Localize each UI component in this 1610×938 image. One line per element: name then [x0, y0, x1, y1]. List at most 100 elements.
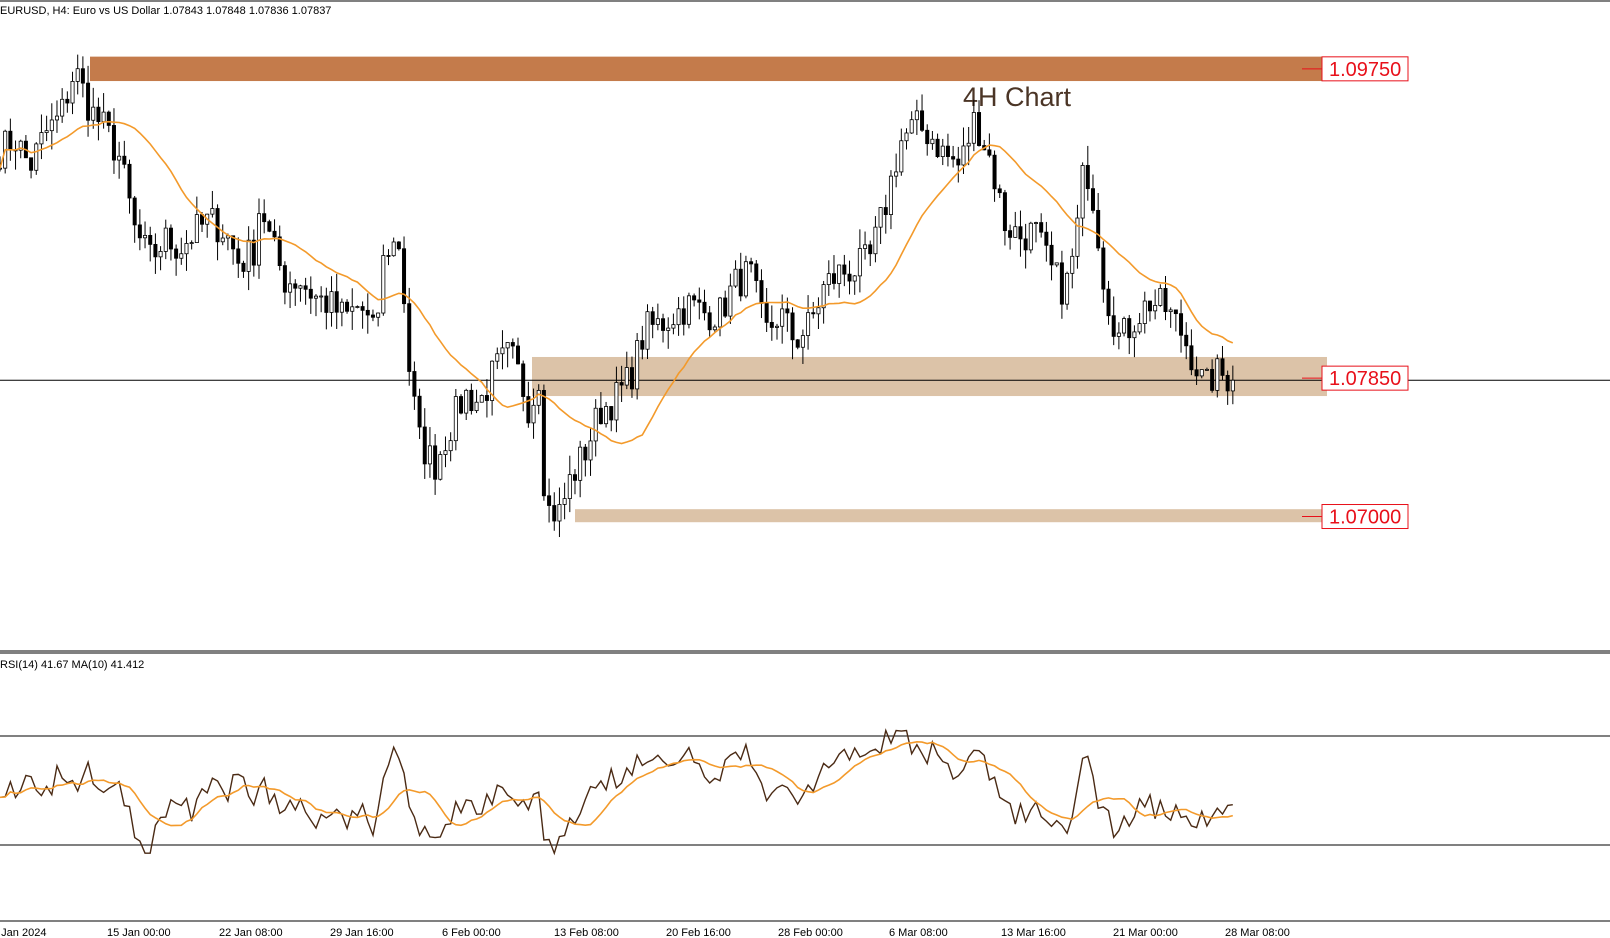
candle-body: [365, 309, 370, 316]
x-tick-label: 22 Jan 08:00: [219, 927, 283, 938]
candle-body: [127, 163, 132, 199]
candle-body: [785, 308, 790, 314]
candle-body: [997, 188, 1002, 194]
candle-body: [764, 302, 769, 323]
candle-body: [422, 426, 427, 465]
candle-body: [837, 264, 842, 284]
candle-body: [360, 306, 365, 311]
candle-body: [987, 149, 992, 156]
candle-body: [920, 110, 925, 131]
candle-body: [852, 275, 857, 282]
candle-body: [733, 268, 738, 287]
candle-body: [951, 156, 956, 160]
candle-body: [728, 285, 733, 317]
candle-body: [1199, 369, 1204, 377]
candle-body: [1002, 192, 1007, 232]
candle-body: [106, 111, 111, 126]
candle-body: [355, 306, 360, 308]
candle-body: [1018, 226, 1023, 240]
candle-body: [1215, 358, 1220, 391]
level-label-1-07000: 1.07000: [1329, 507, 1401, 529]
candle-body: [702, 301, 707, 314]
candle-body: [1090, 188, 1095, 211]
candle-body: [795, 339, 800, 348]
candle-body: [484, 395, 489, 401]
candle-body: [80, 68, 85, 84]
candle-body: [614, 382, 619, 421]
level-label-1-09750: 1.09750: [1329, 59, 1401, 81]
candle-body: [1065, 272, 1070, 305]
candle-body: [883, 207, 888, 215]
candle-body: [1142, 300, 1147, 324]
candle-body: [661, 318, 666, 331]
x-tick-label: 13 Feb 08:00: [554, 927, 619, 938]
candle-body: [345, 301, 350, 312]
candle-body: [417, 395, 422, 428]
candle-body: [443, 450, 448, 455]
candle-body: [433, 445, 438, 480]
candle-body: [759, 280, 764, 304]
candle-body: [91, 106, 96, 121]
x-tick-label: 6 Mar 08:00: [889, 927, 948, 938]
candle-body: [117, 155, 122, 161]
candle-body: [1044, 231, 1049, 246]
candle-body: [288, 283, 293, 293]
candle-body: [925, 129, 930, 145]
candle-body: [1008, 230, 1013, 238]
candle-body: [1070, 255, 1075, 274]
candle-body: [1075, 217, 1080, 257]
x-tick-label: 28 Mar 08:00: [1225, 927, 1290, 938]
candle-body: [956, 158, 961, 166]
candle-body: [464, 389, 469, 414]
candle-body: [863, 244, 868, 249]
candle-body: [495, 353, 500, 362]
candle-body: [407, 303, 412, 372]
candle-body: [282, 265, 287, 293]
candle-body: [194, 214, 199, 243]
candle-body: [324, 295, 329, 313]
candle-body: [490, 360, 495, 401]
candle-body: [70, 81, 75, 104]
candle-body: [754, 263, 759, 281]
candle-body: [179, 253, 184, 259]
candle-body: [1230, 379, 1235, 392]
candle-body: [1194, 369, 1199, 377]
candle-body: [1220, 358, 1225, 376]
price-candles: [0, 54, 1235, 538]
candle-body: [391, 241, 396, 257]
candle-body: [655, 318, 660, 325]
candle-body: [1122, 318, 1127, 334]
candle-body: [914, 110, 919, 121]
candle-body: [122, 155, 127, 165]
candle-body: [241, 262, 246, 272]
candle-body: [831, 273, 836, 284]
candle-body: [293, 283, 298, 289]
candle-body: [1210, 368, 1215, 391]
candle-body: [132, 197, 137, 226]
candle-body: [583, 446, 588, 461]
candle-body: [671, 324, 676, 329]
candle-body: [567, 474, 572, 499]
candle-body: [930, 138, 935, 145]
candle-body: [826, 273, 831, 285]
candle-body: [650, 311, 655, 325]
candle-body: [453, 396, 458, 442]
candle-body: [1080, 165, 1085, 219]
candle-body: [707, 312, 712, 331]
candle-body: [966, 142, 971, 147]
candle-body: [168, 227, 173, 250]
candle-body: [977, 112, 982, 146]
candle-body: [1137, 323, 1142, 333]
level-zone: [532, 356, 1327, 397]
candle-body: [319, 295, 324, 298]
candle-body: [1059, 262, 1064, 305]
candle-body: [111, 125, 116, 161]
candle-body: [971, 112, 976, 144]
candle-body: [686, 295, 691, 325]
candle-body: [857, 248, 862, 277]
candle-body: [448, 440, 453, 452]
candle-body: [676, 308, 681, 326]
candle-body: [899, 140, 904, 173]
candle-body: [878, 207, 883, 228]
